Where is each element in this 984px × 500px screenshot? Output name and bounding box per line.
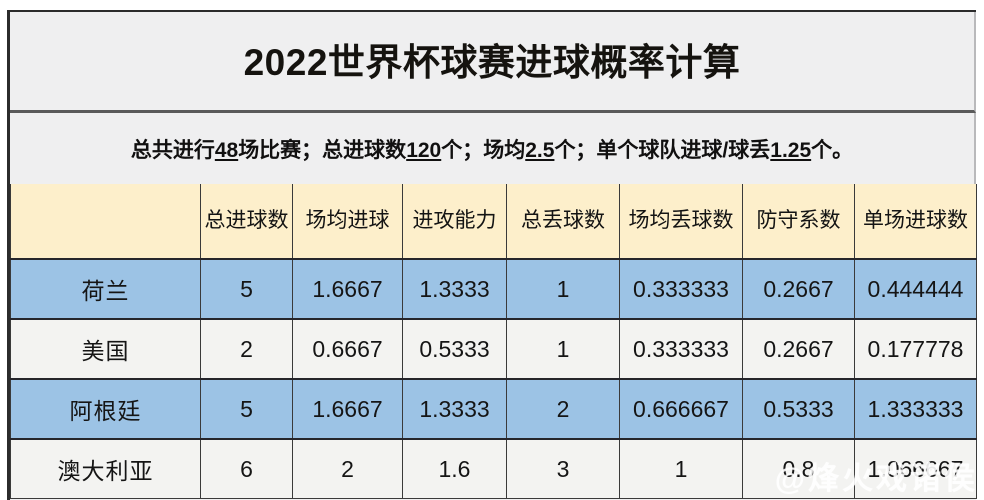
table-row: 美国 2 0.6667 0.5333 1 0.333333 0.2667 0.1…: [10, 318, 977, 380]
cell-total-goals: 2: [200, 318, 293, 380]
cell-total-conceded: 2: [506, 378, 620, 440]
cell-conceded-per-match: 0.666667: [619, 378, 743, 440]
cell-team-name: 澳大利亚: [10, 438, 201, 499]
page-title: 2022世界杯球赛进球概率计算: [243, 41, 741, 83]
cell-single-match-goals: 0.177778: [854, 318, 977, 380]
stats-table: 总进球数 场均进球 进攻能力 总丢球数 场均丢球数 防守系数 单场进球数 荷兰 …: [10, 184, 977, 499]
cell-defense-factor: 0.2667: [742, 258, 855, 320]
header-cell-defense-factor: 防守系数: [742, 184, 855, 260]
spreadsheet-frame: 2022世界杯球赛进球概率计算 总共进行48场比赛；总进球数120个；场均2.5…: [7, 10, 977, 500]
header-cell-single-match-goals: 单场进球数: [854, 184, 977, 260]
header-cell-attack-power: 进攻能力: [402, 184, 507, 260]
summary-band: 总共进行48场比赛；总进球数120个；场均2.5个；单个球队进球/球丢1.25个…: [10, 113, 976, 184]
table-row: 澳大利亚 6 2 1.6 3 1 0.8 1.066667: [10, 438, 977, 499]
cell-total-conceded: 1: [506, 258, 620, 320]
header-cell-conceded-per-match: 场均丢球数: [619, 184, 743, 260]
cell-total-conceded: 3: [506, 438, 620, 499]
header-cell-total-goals: 总进球数: [200, 184, 293, 260]
header-cell-team: [10, 184, 201, 260]
header-cell-goals-per-match: 场均进球: [292, 184, 403, 260]
cell-attack-power: 1.3333: [402, 258, 507, 320]
cell-conceded-per-match: 1: [619, 438, 743, 499]
cell-defense-factor: 0.2667: [742, 318, 855, 380]
cell-total-conceded: 1: [506, 318, 620, 380]
cell-single-match-goals: 1.066667: [854, 438, 977, 499]
cell-goals-per-match: 1.6667: [292, 258, 403, 320]
cell-total-goals: 6: [200, 438, 293, 499]
cell-team-name: 阿根廷: [10, 378, 201, 440]
table-row: 荷兰 5 1.6667 1.3333 1 0.333333 0.2667 0.4…: [10, 258, 977, 320]
header-cell-total-conceded: 总丢球数: [506, 184, 620, 260]
cell-defense-factor: 0.5333: [742, 378, 855, 440]
title-band: 2022世界杯球赛进球概率计算: [10, 12, 976, 113]
cell-goals-per-match: 2: [292, 438, 403, 499]
cell-goals-per-match: 1.6667: [292, 378, 403, 440]
cell-goals-per-match: 0.6667: [292, 318, 403, 380]
summary-text: 总共进行48场比赛；总进球数120个；场均2.5个；单个球队进球/球丢1.25个…: [130, 138, 854, 162]
cell-conceded-per-match: 0.333333: [619, 318, 743, 380]
cell-single-match-goals: 1.333333: [854, 378, 977, 440]
cell-total-goals: 5: [200, 258, 293, 320]
table-body: 总进球数 场均进球 进攻能力 总丢球数 场均丢球数 防守系数 单场进球数 荷兰 …: [10, 184, 977, 499]
table-row: 阿根廷 5 1.6667 1.3333 2 0.666667 0.5333 1.…: [10, 378, 977, 440]
cell-team-name: 美国: [10, 318, 201, 380]
cell-conceded-per-match: 0.333333: [619, 258, 743, 320]
cell-total-goals: 5: [200, 378, 293, 440]
cell-team-name: 荷兰: [10, 258, 201, 320]
cell-attack-power: 0.5333: [402, 318, 507, 380]
cell-defense-factor: 0.8: [742, 438, 855, 499]
cell-single-match-goals: 0.444444: [854, 258, 977, 320]
table-header-row: 总进球数 场均进球 进攻能力 总丢球数 场均丢球数 防守系数 单场进球数: [10, 184, 977, 260]
cell-attack-power: 1.6: [402, 438, 507, 499]
cell-attack-power: 1.3333: [402, 378, 507, 440]
